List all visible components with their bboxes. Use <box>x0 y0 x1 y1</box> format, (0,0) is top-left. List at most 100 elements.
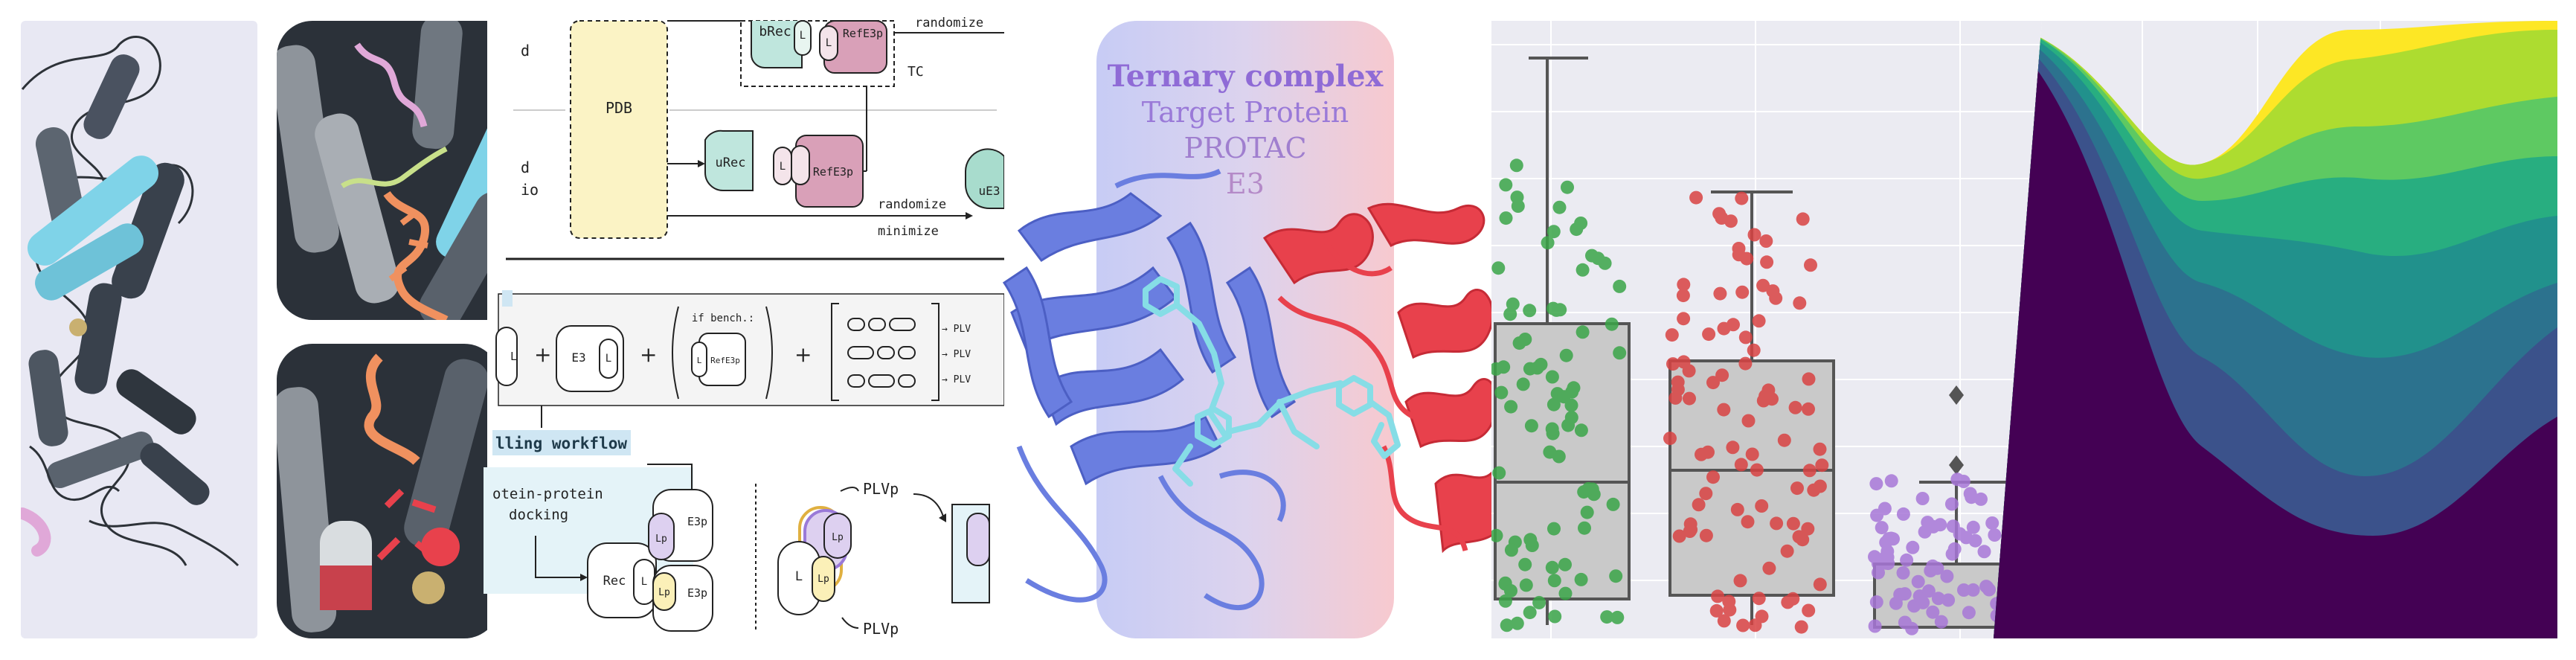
scatter-point <box>1813 577 1827 592</box>
scatter-point <box>1741 515 1755 529</box>
scatter-point <box>1722 595 1736 609</box>
scatter-point <box>1510 616 1524 630</box>
rec-label: Rec <box>603 574 626 589</box>
scatter-point <box>1872 566 1885 580</box>
scatter-point <box>1699 528 1713 542</box>
scatter-point <box>1918 525 1932 539</box>
scatter-point <box>1547 522 1561 536</box>
scatter-point <box>1915 492 1930 505</box>
plus-2: + <box>640 342 657 367</box>
scatter-point <box>1717 403 1731 417</box>
scatter-point <box>1741 414 1756 428</box>
scatter-point <box>1738 356 1753 371</box>
brec-label: bRec <box>759 24 791 39</box>
scatter-point <box>1523 362 1537 376</box>
scatter-point <box>1940 569 1954 583</box>
scatter-point <box>1549 303 1564 317</box>
scatter-point <box>1516 377 1530 391</box>
scatter-point <box>1605 317 1619 331</box>
scatter-point <box>1957 583 1970 597</box>
e3-label-1: E3 <box>571 350 585 365</box>
scatter-point <box>1941 593 1956 607</box>
scatter-point <box>1801 522 1815 536</box>
scatter-point <box>1682 364 1696 378</box>
lp-label-1: Lp <box>655 534 667 545</box>
scatter-point <box>1545 560 1559 574</box>
scatter-point <box>1567 381 1581 395</box>
plus-3: + <box>794 342 812 367</box>
scatter-point <box>1676 289 1690 303</box>
scatter-point <box>1504 400 1518 414</box>
scatter-point <box>1968 534 1982 548</box>
scatter-point <box>1974 492 1988 506</box>
refe3p-label-2: RefE3p <box>813 165 853 179</box>
scatter-point <box>1802 402 1815 416</box>
scatter-point <box>1570 222 1584 237</box>
scatter-point <box>1666 357 1680 371</box>
scatter-point <box>1953 527 1967 541</box>
scatter-point <box>1709 603 1724 618</box>
label-d-fragment: d <box>521 42 530 60</box>
legend-ternary-complex: Ternary complex <box>1108 59 1384 94</box>
scatter-point <box>1815 458 1829 472</box>
scatter-point <box>1689 190 1703 205</box>
scatter-point <box>1926 605 1940 619</box>
scatter-point <box>1755 609 1769 624</box>
ligand-l-5: L <box>606 353 611 365</box>
scatter-point <box>1966 583 1980 597</box>
scatter-point <box>1500 618 1514 632</box>
scatter-point <box>1734 458 1748 472</box>
scatter-point <box>1906 540 1920 554</box>
scatter-point <box>1934 615 1948 629</box>
scatter-point <box>1558 586 1573 600</box>
ligand-l-7: L <box>641 576 647 588</box>
scatter-point <box>1813 442 1827 456</box>
tc-label: TC <box>908 64 924 80</box>
scatter-point <box>1979 580 1994 594</box>
plvp-label-bottom: PLVp <box>863 620 899 638</box>
scatter-point <box>1756 278 1770 292</box>
scatter-point <box>1944 497 1959 511</box>
scatter-point <box>1962 606 1976 620</box>
scatter-point <box>1576 325 1590 339</box>
scatter-point <box>1509 158 1523 173</box>
scatter-point <box>1911 574 1925 589</box>
legend-target-protein: Target Protein <box>1142 96 1349 129</box>
refe3p-label-1: RefE3p <box>843 27 883 40</box>
scatter-point <box>1663 432 1677 446</box>
ligand-l-6: L <box>697 356 702 365</box>
scatter-point <box>1786 516 1800 531</box>
panel-ternary-complex: Ternary complex Target Protein PROTAC E3 <box>1002 21 1510 638</box>
scatter-point <box>1713 286 1727 301</box>
scatter-point <box>1717 321 1731 336</box>
scatter-point <box>1668 391 1683 405</box>
panel-binding-site <box>277 21 522 638</box>
ligand-l-8: L <box>795 569 803 584</box>
scatter-point <box>1802 372 1816 386</box>
scatter-point <box>1504 543 1518 557</box>
scatter-point <box>1896 566 1910 580</box>
pdb-box-label: PDB <box>606 99 632 117</box>
scatter-point <box>1813 479 1827 493</box>
scatter-point <box>1547 574 1561 588</box>
panel-workflow-diagram: d d io PDB bRec L L RefE3p TC randomize … <box>484 16 1012 638</box>
scatter-point <box>1494 385 1509 400</box>
scatter-point <box>1578 521 1591 535</box>
scatter-point <box>1609 569 1623 583</box>
label-d2-fragment: d <box>521 158 530 176</box>
scatter-point <box>1559 348 1573 362</box>
scatter-point <box>1870 508 1884 522</box>
scatter-point <box>1796 533 1810 547</box>
scatter-point <box>1523 533 1538 547</box>
scatter-point <box>1574 423 1588 438</box>
scatter-point <box>1491 261 1506 275</box>
lp-label-3: Lp <box>832 532 844 543</box>
scatter-point <box>1896 507 1910 521</box>
ligand-l-2: L <box>826 37 832 49</box>
plv-out-3: → PLV <box>942 374 971 385</box>
scatter-point <box>1740 251 1754 266</box>
scatter-point <box>1752 314 1766 328</box>
scatter-point <box>1512 336 1526 350</box>
ligand-l-4: L <box>510 350 517 363</box>
scatter-point <box>1755 499 1769 513</box>
